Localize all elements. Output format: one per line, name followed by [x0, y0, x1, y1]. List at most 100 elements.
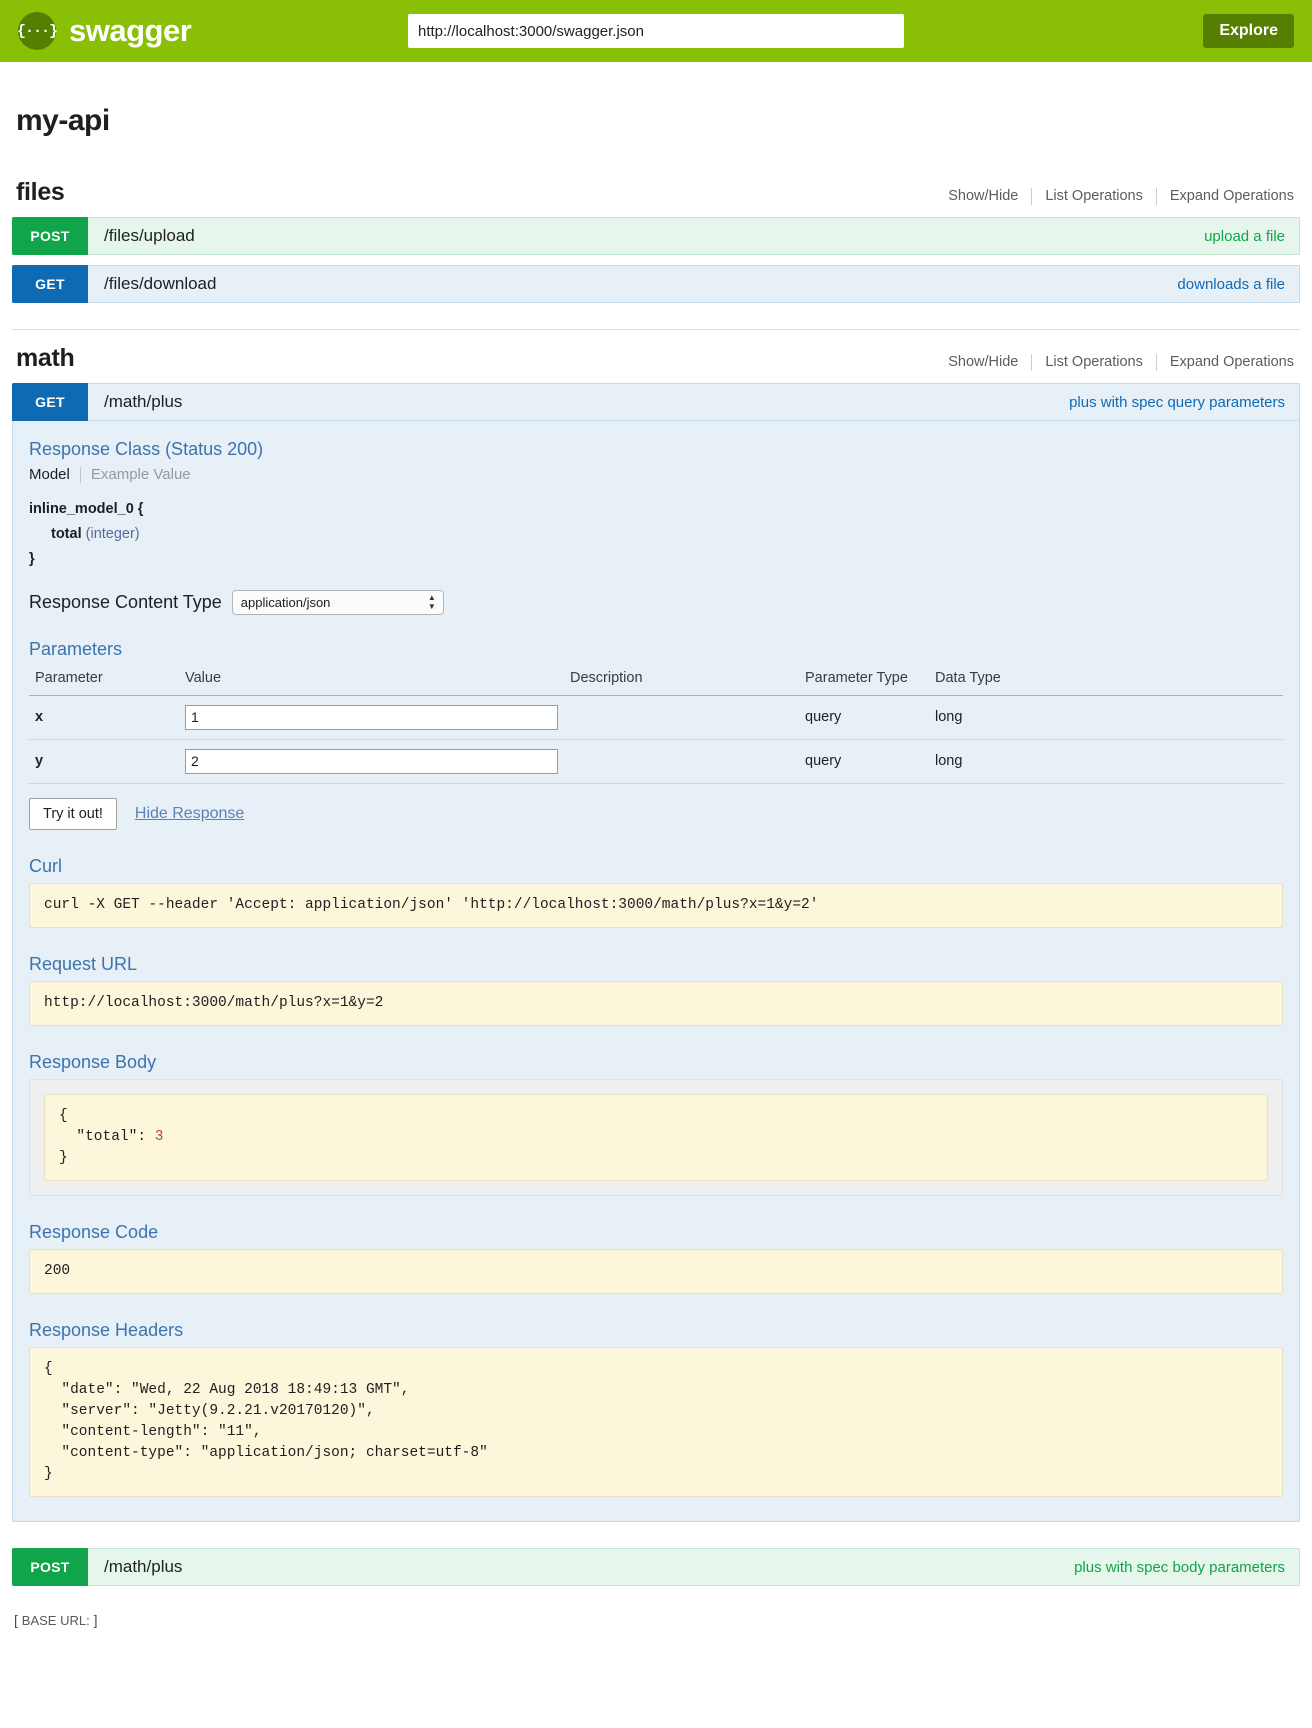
operation-summary[interactable]: downloads a file: [1177, 275, 1285, 293]
model-property-name: total: [51, 525, 82, 542]
operation-summary[interactable]: plus with spec query parameters: [1069, 393, 1285, 411]
method-badge: POST: [12, 217, 88, 255]
param-value-cell: [179, 739, 564, 784]
option-divider: [1155, 187, 1157, 205]
parameters-table: Parameter Value Description Parameter Ty…: [29, 665, 1283, 784]
logo-glyph: {···}: [17, 22, 58, 40]
param-input-y[interactable]: [185, 748, 558, 774]
tab-model[interactable]: Model: [29, 466, 70, 483]
operation-post-files-upload[interactable]: POST /files/upload upload a file: [12, 217, 1300, 255]
operation-body: Response Class (Status 200) Model Exampl…: [12, 421, 1300, 1522]
footer: [ BASE URL: ]: [14, 1612, 1300, 1628]
page-title: my-api: [16, 104, 110, 137]
operation-header[interactable]: POST /files/upload upload a file: [12, 217, 1300, 255]
col-data-type: Data Type: [929, 665, 1283, 696]
response-body-title: Response Body: [29, 1051, 157, 1072]
response-body: { "total": 3 }: [44, 1093, 1268, 1181]
model-close: }: [29, 550, 35, 567]
resource-name[interactable]: files: [16, 178, 65, 206]
expand-operations-link[interactable]: Expand Operations: [1169, 354, 1294, 370]
param-input-x[interactable]: [185, 704, 558, 730]
brand[interactable]: {···} swagger: [17, 12, 192, 50]
json-value-total: 3: [154, 1128, 164, 1145]
top-bar: {···} swagger Explore: [0, 0, 1312, 62]
operation-summary[interactable]: upload a file: [1204, 227, 1285, 245]
response-content-type-row: Response Content Type application/json ▲…: [29, 589, 1283, 615]
footer-close-bracket: ]: [93, 1612, 98, 1628]
response-headers: { "date": "Wed, 22 Aug 2018 18:49:13 GMT…: [29, 1346, 1283, 1497]
operation-path: /math/plus: [104, 392, 183, 411]
swagger-logo-icon: {···}: [17, 12, 58, 50]
footer-open-bracket: [: [14, 1612, 18, 1628]
operation-path: /files/download: [104, 274, 217, 293]
method-badge: POST: [12, 1548, 88, 1586]
table-header-row: Parameter Value Description Parameter Ty…: [29, 665, 1283, 696]
operation-path: /files/upload: [104, 226, 195, 245]
model-open: inline_model_0 {: [29, 501, 144, 517]
list-operations-link[interactable]: List Operations: [1045, 354, 1143, 370]
json-close-brace: }: [59, 1149, 68, 1166]
spec-url-form: [408, 14, 904, 48]
col-parameter-type: Parameter Type: [799, 665, 929, 696]
param-type: query: [799, 695, 929, 740]
json-key-total: "total":: [59, 1128, 155, 1145]
expand-operations-link[interactable]: Expand Operations: [1169, 188, 1294, 204]
param-description: [564, 739, 799, 784]
resource-group-files: files Show/Hide List Operations Expand O…: [12, 178, 1300, 303]
response-class-title: Response Class (Status 200): [29, 439, 264, 459]
brand-name: swagger: [69, 13, 192, 48]
operation-path: /math/plus: [104, 1557, 183, 1576]
page-content: my-api files Show/Hide List Operations E…: [0, 104, 1312, 1628]
param-description: [564, 695, 799, 740]
submit-row: Try it out! Hide Response: [29, 797, 1283, 830]
option-divider: [1031, 187, 1033, 205]
option-divider: [1155, 353, 1157, 371]
col-parameter: Parameter: [29, 665, 179, 696]
option-divider: [1031, 353, 1033, 371]
request-url-title: Request URL: [29, 953, 138, 974]
resource-group-math: math Show/Hide List Operations Expand Op…: [12, 329, 1300, 1586]
resource-name[interactable]: math: [16, 344, 75, 372]
param-name: y: [29, 739, 179, 784]
list-operations-link[interactable]: List Operations: [1045, 188, 1143, 204]
base-url-label: BASE URL:: [21, 1613, 90, 1628]
model-tabs: Model Example Value: [29, 466, 1283, 483]
resource-options: Show/Hide List Operations Expand Operati…: [935, 353, 1296, 371]
method-badge: GET: [12, 265, 88, 303]
table-row: y query long: [29, 739, 1283, 784]
curl-command: curl -X GET --header 'Accept: applicatio…: [29, 882, 1283, 928]
table-row: x query long: [29, 695, 1283, 740]
json-open-brace: {: [59, 1107, 68, 1124]
param-type: query: [799, 739, 929, 784]
hide-response-link[interactable]: Hide Response: [134, 804, 245, 822]
show-hide-link[interactable]: Show/Hide: [948, 354, 1019, 370]
response-code-title: Response Code: [29, 1221, 159, 1242]
response-body-wrapper: { "total": 3 }: [29, 1078, 1283, 1196]
try-it-out-button[interactable]: Try it out!: [29, 797, 117, 830]
spec-url-input[interactable]: [408, 14, 904, 48]
tab-example-value[interactable]: Example Value: [90, 466, 191, 483]
response-model: inline_model_0 { total (integer) }: [29, 497, 1283, 572]
show-hide-link[interactable]: Show/Hide: [948, 188, 1019, 204]
explore-button[interactable]: Explore: [1203, 14, 1294, 48]
operation-get-files-download[interactable]: GET /files/download downloads a file: [12, 265, 1300, 303]
resource-header: math Show/Hide List Operations Expand Op…: [12, 344, 1300, 383]
param-data-type: long: [929, 695, 1283, 740]
operation-get-math-plus[interactable]: GET /math/plus plus with spec query para…: [12, 383, 1300, 1522]
operation-header[interactable]: GET /math/plus plus with spec query para…: [12, 383, 1300, 421]
response-content-type-value: application/json: [240, 594, 331, 610]
method-badge: GET: [12, 383, 88, 421]
curl-title: Curl: [29, 855, 63, 876]
col-value: Value: [179, 665, 564, 696]
resource-header: files Show/Hide List Operations Expand O…: [12, 178, 1300, 217]
operation-summary[interactable]: plus with spec body parameters: [1074, 1558, 1285, 1576]
operation-post-math-plus[interactable]: POST /math/plus plus with spec body para…: [12, 1548, 1300, 1586]
param-value-cell: [179, 695, 564, 740]
param-data-type: long: [929, 739, 1283, 784]
operation-header[interactable]: GET /files/download downloads a file: [12, 265, 1300, 303]
tab-divider: [79, 466, 81, 483]
response-content-type-select[interactable]: application/json ▲ ▼: [231, 589, 444, 615]
response-code: 200: [29, 1248, 1283, 1294]
operation-header[interactable]: POST /math/plus plus with spec body para…: [12, 1548, 1300, 1586]
model-property-type: (integer): [85, 525, 140, 542]
